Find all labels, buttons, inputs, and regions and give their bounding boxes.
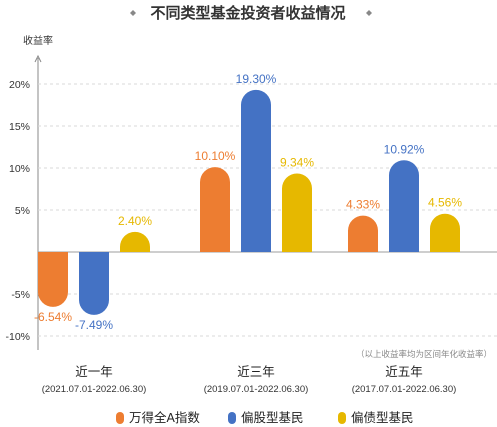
category-label: 近一年 [75, 365, 113, 379]
category-label: 近五年 [385, 365, 423, 379]
bar [348, 215, 378, 252]
y-tick-label: 5% [15, 205, 30, 217]
chart-title: 不同类型基金投资者收益情况 [150, 4, 345, 22]
data-label: 4.56% [428, 196, 462, 210]
legend-label: 偏股型基民 [241, 410, 304, 425]
title-left-diamond-icon [130, 10, 136, 16]
category-period: (2017.07.01-2022.06.30) [352, 384, 457, 395]
bar [389, 160, 419, 252]
category-period: (2021.07.01-2022.06.30) [42, 384, 147, 395]
y-axis-label: 收益率 [23, 34, 53, 47]
data-label: -6.54% [34, 310, 72, 324]
bar [120, 231, 150, 252]
data-label: 4.33% [346, 198, 380, 212]
y-tick-label: -5% [11, 289, 30, 301]
data-label: 19.30% [236, 72, 277, 86]
legend-swatch [338, 412, 346, 424]
y-tick-label: 10% [9, 163, 30, 175]
bar [79, 252, 109, 315]
y-tick-label: -10% [5, 331, 30, 343]
bar [241, 89, 271, 252]
legend-swatch [228, 412, 236, 424]
legend-label: 偏债型基民 [351, 410, 414, 425]
bar [200, 167, 230, 252]
legend-swatch [116, 412, 124, 424]
data-label: 2.40% [118, 214, 152, 228]
y-tick-label: 15% [9, 121, 30, 133]
legend-label: 万得全A指数 [129, 410, 200, 425]
category-period: (2019.07.01-2022.06.30) [204, 384, 309, 395]
data-label: -7.49% [75, 318, 113, 332]
data-label: 10.92% [384, 142, 425, 156]
bar [282, 173, 312, 252]
title-right-diamond-icon [366, 10, 372, 16]
y-axis-arrow-icon [34, 54, 42, 63]
y-tick-label: 20% [9, 79, 30, 91]
bar [38, 252, 68, 307]
bar [430, 213, 460, 252]
data-label: 9.34% [280, 156, 314, 170]
category-label: 近三年 [237, 365, 275, 379]
chart-note: （以上收益率均为区间年化收益率） [356, 349, 492, 359]
data-label: 10.10% [195, 149, 236, 163]
